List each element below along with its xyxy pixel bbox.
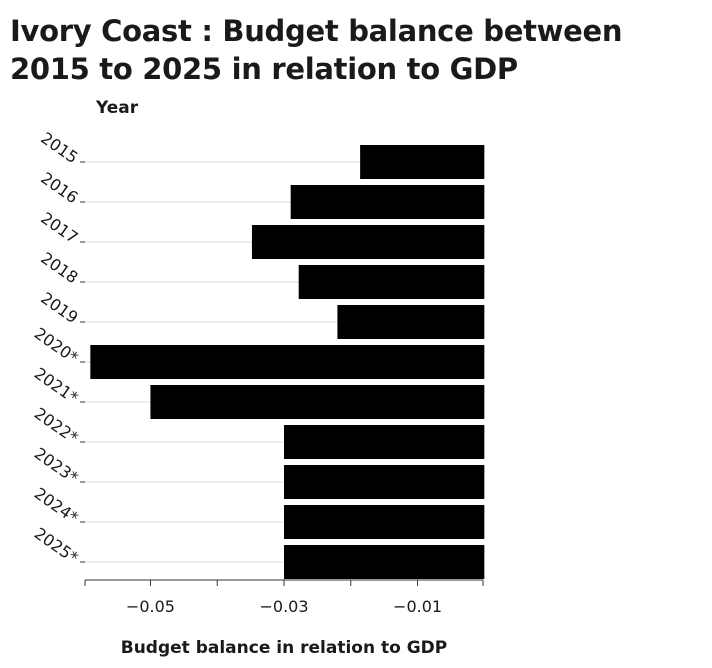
bar-2021-est [150,385,485,419]
y-tick-label: 2023* [31,444,82,488]
y-tick-label: 2017 [37,208,81,247]
x-axis: −0.05 −0.03 −0.01 [84,579,484,616]
bar-2020-est [90,345,485,379]
bar-2024-est [284,505,485,539]
bar-2019 [337,305,485,339]
x-tick-label: −0.03 [259,597,308,616]
bar-2025-est [284,545,485,579]
y-tick-label: 2021* [31,364,82,408]
y-axis-title: Year [95,98,139,118]
bar-2023-est [284,465,485,499]
bar-2017 [251,225,485,259]
x-axis-title: Budget balance in relation to GDP [121,638,448,658]
y-tick-label: 2018 [37,248,81,287]
y-tick-label: 2016 [37,168,81,207]
y-tick-label: 2025* [31,524,82,568]
bar-2022-est [284,425,485,459]
x-tick-label: −0.05 [126,597,175,616]
y-axis-tick-labels: 201520162017201820192020*2021*2022*2023*… [31,128,85,567]
bars [90,145,485,579]
y-tick-label: 2024* [31,484,82,528]
y-tick-label: 2020* [31,324,82,368]
chart-title: Ivory Coast : Budget balance between 201… [10,14,623,86]
y-tick-label: 2022* [31,404,82,448]
x-tick-label: −0.01 [393,597,442,616]
y-tick-label: 2015 [37,128,81,167]
bar-2018 [298,265,485,299]
bar-2016 [290,185,485,219]
y-tick-label: 2019 [37,288,81,327]
bar-2015 [360,145,485,179]
